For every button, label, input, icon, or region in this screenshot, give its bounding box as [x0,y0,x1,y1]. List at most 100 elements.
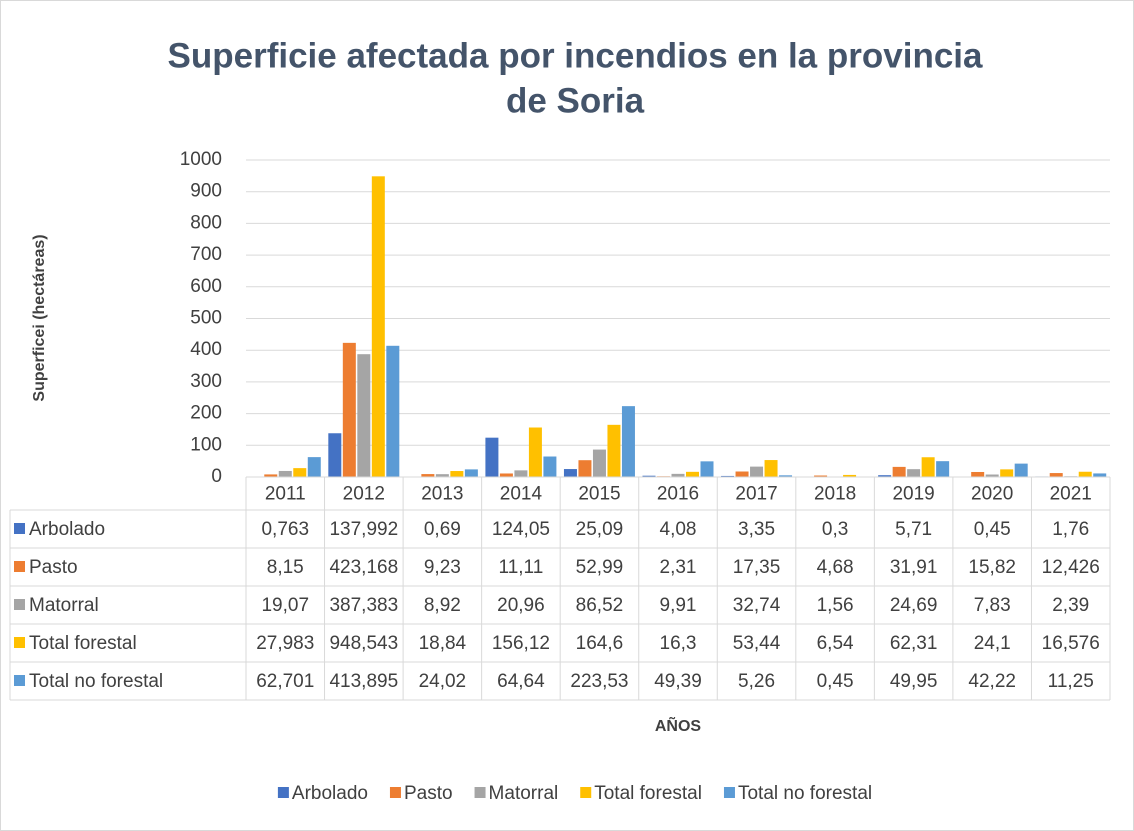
x-axis-title: AÑOS [655,715,702,735]
bar [371,176,385,477]
table-cell: 137,992 [329,519,398,540]
bar [750,466,764,477]
table-cell: 49,95 [890,671,938,692]
table-cell: 25,09 [576,519,624,540]
table-cell: 9,91 [660,595,697,616]
table-cell: 24,69 [890,595,938,616]
y-tick-label: 800 [190,212,222,233]
bar [386,345,400,477]
bar [607,424,621,477]
y-tick-label: 100 [190,434,222,455]
x-tick-label: 2017 [735,484,777,505]
table-cell: 11,11 [499,557,544,578]
table-cell: 16,576 [1042,633,1100,654]
bar [764,460,778,477]
bar [450,471,464,477]
table-cell: 0,3 [822,519,848,540]
bar [293,468,307,477]
table-cell: 0,45 [817,671,854,692]
legend-key [14,599,25,610]
y-tick-label: 500 [190,308,222,329]
table-cell: 52,99 [576,557,624,578]
bar [907,469,921,477]
table-cell: 5,71 [895,519,932,540]
y-tick-label: 0 [211,466,222,487]
legend-key [723,787,735,798]
table-cell: 24,02 [419,671,467,692]
bar [814,475,828,477]
x-tick-label: 2015 [578,484,620,505]
bar [592,449,606,477]
table-cell: 4,08 [660,519,697,540]
bar [1000,469,1014,477]
table-cell: 0,763 [261,519,309,540]
table-cell: 11,25 [1048,671,1094,692]
x-tick-label: 2014 [500,484,543,505]
row-label: Matorral [29,595,99,616]
x-tick-label: 2018 [814,484,856,505]
table-cell: 0,69 [424,519,461,540]
table-cell: 0,45 [974,519,1011,540]
legend-label: Pasto [404,783,453,804]
bar [1014,463,1028,477]
bar [936,461,950,477]
table-cell: 31,91 [890,557,938,578]
bar [357,354,371,477]
x-tick-label: 2019 [892,484,934,505]
legend-key [14,637,25,648]
x-tick-label: 2011 [265,484,306,505]
table-cell: 164,6 [576,633,624,654]
bar [985,474,999,477]
table-cell: 53,44 [733,633,781,654]
bar [499,473,513,477]
table-cell: 9,23 [424,557,461,578]
legend-label: Total no forestal [738,783,872,804]
table-cell: 948,543 [329,633,398,654]
table-cell: 3,35 [738,519,775,540]
table-cell: 12,426 [1042,557,1100,578]
bar [278,470,292,477]
bar [1078,471,1092,477]
legend-key [14,675,25,686]
legend-key [277,787,289,798]
table-cell: 7,83 [974,595,1011,616]
bar [1049,473,1063,477]
bar [721,475,735,477]
table-cell: 6,54 [817,633,854,654]
row-label: Total forestal [29,633,137,654]
bar [671,473,685,477]
table-cell: 86,52 [576,595,624,616]
table-cell: 1,56 [817,595,854,616]
x-tick-label: 2020 [971,484,1013,505]
x-tick-label: 2013 [421,484,463,505]
table-cell: 19,07 [261,595,309,616]
bar [735,471,749,477]
bar [642,475,656,477]
y-tick-label: 1000 [180,149,222,170]
y-tick-label: 400 [190,339,222,360]
x-tick-label: 2016 [657,484,699,505]
table-cell: 24,1 [974,633,1011,654]
bar [485,437,499,477]
x-tick-label: 2012 [343,484,385,505]
table-cell: 1,76 [1052,519,1089,540]
bar [435,474,449,477]
bar [543,456,557,477]
bar [1093,473,1107,477]
legend-key [389,787,401,798]
chart-title: de Soria [506,81,645,120]
bar [700,461,714,477]
y-tick-label: 200 [190,403,222,424]
legend-key [14,523,25,534]
bar [264,474,278,477]
table-cell: 413,895 [329,671,398,692]
bar [892,466,906,477]
table-cell: 8,92 [424,595,461,616]
bar [328,433,342,477]
table-cell: 32,74 [733,595,781,616]
bar [686,471,699,477]
x-tick-label: 2021 [1050,484,1092,505]
legend-key [580,787,592,798]
